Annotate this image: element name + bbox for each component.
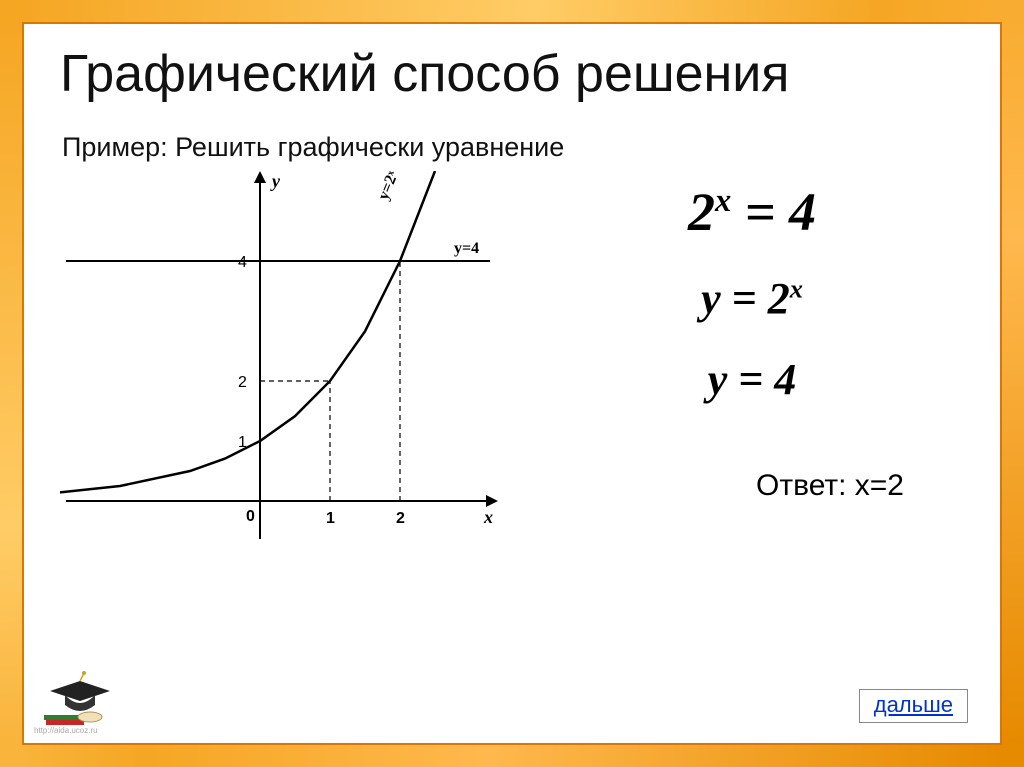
svg-text:1: 1: [326, 510, 335, 527]
answer-text: Ответ: x=2: [540, 469, 904, 503]
svg-text:4: 4: [238, 254, 247, 271]
eq1-exp: x: [715, 183, 731, 219]
exponential-chart: yxy=4y=2ˣ124012: [60, 171, 500, 551]
slide-title: Графический способ решения: [60, 44, 964, 104]
equations-column: 2x = 4 y = 2x y = 4 Ответ: x=2: [540, 171, 964, 556]
eq1-base: 2: [688, 182, 715, 242]
watermark-text: http://aida.ucoz.ru: [34, 726, 98, 735]
svg-text:y: y: [270, 171, 281, 191]
slide-frame-inner: Графический способ решения Пример: Решит…: [22, 22, 1002, 745]
svg-text:2: 2: [238, 374, 247, 391]
svg-text:1: 1: [238, 434, 247, 451]
chart-container: yxy=4y=2ˣ124012: [60, 171, 500, 556]
svg-text:2: 2: [396, 510, 405, 527]
svg-text:y=4: y=4: [454, 240, 479, 257]
slide-subtitle: Пример: Решить графически уравнение: [62, 132, 964, 163]
svg-text:x: x: [483, 507, 493, 527]
graduation-cap-icon: [40, 671, 110, 727]
slide-content: Графический способ решения Пример: Решит…: [30, 30, 994, 737]
eq2-exp: x: [790, 273, 803, 303]
main-row: yxy=4y=2ˣ124012 2x = 4 y = 2x y = 4 Отве…: [60, 171, 964, 556]
next-button[interactable]: дальше: [859, 689, 968, 723]
equation-const: y = 4: [708, 354, 797, 405]
equation-func: y = 2x: [701, 273, 803, 324]
slide-frame-outer: Графический способ решения Пример: Решит…: [0, 0, 1024, 767]
eq2-lhs: y = 2: [701, 274, 790, 323]
eq1-rhs: = 4: [731, 182, 816, 242]
svg-text:0: 0: [246, 508, 255, 525]
equation-main: 2x = 4: [688, 181, 816, 243]
